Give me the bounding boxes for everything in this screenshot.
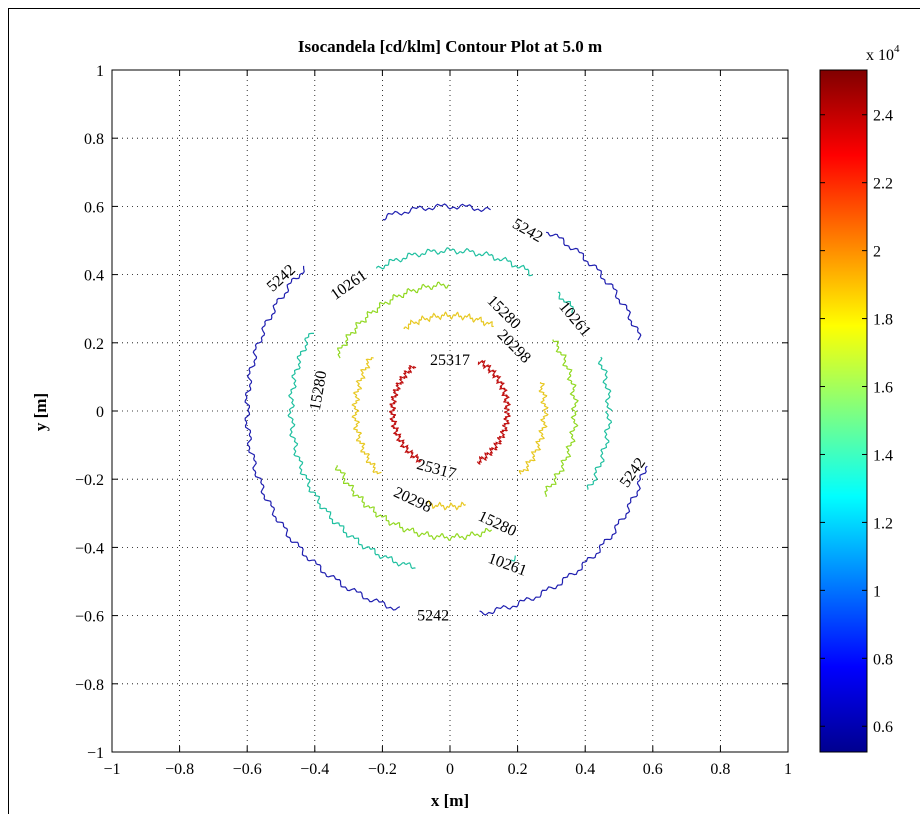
colorbar-tick-label: 0.8 [873,651,893,668]
x-tick-label: −1 [103,761,120,778]
y-tick-label: 0.4 [84,268,104,285]
contour-label: 20298 [391,484,434,516]
colorbar-tick-label: 1.4 [873,447,893,464]
y-tick-label: 0.8 [84,131,104,148]
x-tick-label: 0 [446,761,454,778]
contour-label: 10261 [486,550,529,580]
x-tick-label: 1 [784,761,792,778]
colorbar [820,70,867,752]
contour-label: 20298 [494,326,534,366]
contour-label: 5242 [617,455,649,491]
x-axis-label: x [m] [431,791,469,810]
contour-label: 15280 [484,292,524,332]
x-tick-label: 0.8 [710,761,730,778]
y-tick-label: 0.2 [84,336,104,353]
colorbar-tick-label: 1.8 [873,312,893,329]
contour-label: 10261 [328,267,371,304]
colorbar-exponent: x 104 [866,43,900,64]
y-tick-label: 1 [96,63,104,80]
x-tick-label: −0.4 [300,761,329,778]
contour-label: 5242 [264,261,299,295]
contour-label: 15280 [307,369,331,411]
colorbar-tick-label: 2.2 [873,176,893,193]
colorbar-tick-label: 1.2 [873,515,893,532]
colorbar-tick-label: 2 [873,244,881,261]
axis-ticks: −1 −0.8 −0.6 −0.4 −0.2 0 0.2 0.4 0.6 0.8 1 1 0.8 0.6 0… [75,63,792,778]
contour-line-5242 [245,204,647,615]
x-tick-label: −0.6 [233,761,262,778]
x-tick-label: 0.2 [508,761,528,778]
y-tick-label: 0.6 [84,199,104,216]
chart-title: Isocandela [cd/klm] Contour Plot at 5.0 … [298,37,602,56]
contour-label: 10261 [555,298,594,340]
contour-line-25317 [390,361,510,464]
y-axis-label: y [m] [31,393,50,431]
y-tick-label: 0 [96,404,104,421]
contour-label: 25317 [430,352,470,369]
grid-lines [112,70,788,752]
contour-label: 5242 [417,608,449,625]
contour-label: 5242 [509,215,545,246]
contour-label: 15280 [475,508,518,540]
contour-labels: 5242 5242 5242 5242 10261 10261 10261 15280 1528… [264,215,649,624]
y-tick-label: −0.2 [75,472,104,489]
y-tick-label: −0.8 [75,677,104,694]
contour-lines [245,204,647,615]
x-tick-label: −0.2 [368,761,397,778]
colorbar-tick-label: 1.6 [873,380,893,397]
colorbar-tick-label: 1 [873,583,881,600]
contour-line-15280 [336,282,578,540]
contour-label: 25317 [415,456,458,483]
y-tick-label: −1 [87,745,104,762]
x-tick-label: 0.6 [643,761,663,778]
x-tick-label: −0.8 [165,761,194,778]
colorbar-tick-label: 2.4 [873,108,893,125]
x-tick-label: 0.4 [575,761,595,778]
y-tick-label: −0.6 [75,609,104,626]
colorbar-tick-label: 0.6 [873,719,893,736]
y-tick-label: −0.4 [75,540,104,557]
